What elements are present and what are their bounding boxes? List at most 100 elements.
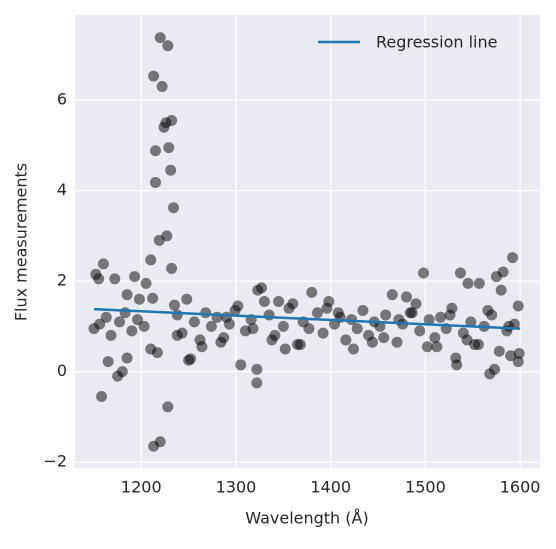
scatter-point [378,332,390,344]
scatter-point [235,359,247,371]
scatter-point [357,305,369,317]
scatter-point [273,295,285,307]
scatter-point [351,323,363,335]
scatter-point [188,316,200,328]
scatter-point [140,277,152,289]
scatter-point [133,293,145,305]
scatter-point [256,282,268,294]
scatter-point [161,230,173,242]
scatter-point [465,316,477,328]
scatter-point [431,341,443,353]
scatter-point [283,302,295,314]
legend-label: Regression line [376,33,497,52]
scatter-point [495,284,507,296]
scatter-point [149,176,161,188]
scatter-point [168,299,180,311]
scatter-point [102,356,114,368]
scatter-point [221,311,233,323]
scatter-point [450,352,462,364]
scatter-point [279,343,291,355]
scatter-point [154,32,166,44]
scatter-point [162,40,174,52]
scatter-point [462,277,474,289]
scatter-point [258,295,270,307]
scatter-point [454,267,466,279]
scatter-point [410,298,422,310]
scatter-point [505,350,517,362]
scatter-point [129,271,141,283]
scatter-point [215,336,227,348]
scatter-point [311,307,323,319]
scatter-point [386,289,398,301]
scatter-point [163,142,175,154]
scatter-point [196,341,208,353]
scatter-point [493,345,505,357]
scatter-point [435,311,447,323]
y-tick-label: −2 [43,452,67,471]
scatter-point [167,202,179,214]
scatter-point [156,81,168,93]
scatter-point [97,258,109,270]
scatter-point [96,390,108,402]
scatter-point [321,302,333,314]
scatter-point [507,252,519,264]
scatter-point [332,307,344,319]
scatter-point [147,292,159,304]
y-tick-label: 2 [57,271,67,290]
scatter-point [166,114,178,126]
scatter-point [512,356,524,368]
scatter-point [444,309,456,321]
scatter-point [461,334,473,346]
scatter-point [294,338,306,350]
scatter-point [200,307,212,319]
y-axis-label: Flux measurements [12,163,31,321]
y-tick-label: 6 [57,90,67,109]
scatter-point [185,353,197,365]
scatter-point [472,338,484,350]
scatter-point [132,314,144,326]
scatter-point [151,347,163,359]
scatter-point [121,352,133,364]
scatter-point [171,329,183,341]
scatter-point [109,273,121,285]
scatter-point [414,325,426,337]
scatter-point [247,323,259,335]
scatter-point [423,314,435,326]
scatter-point [166,262,178,274]
scatter-point [94,318,106,330]
x-axis-label: Wavelength (Å) [245,509,368,528]
scatter-point [404,307,416,319]
y-tick-label: 4 [57,180,67,199]
scatter-point [162,401,174,413]
scatter-point [145,254,157,266]
scatter-point [429,332,441,344]
scatter-point [205,320,217,332]
x-tick-label: 1600 [500,478,541,497]
scatter-point [105,329,117,341]
scatter-point [391,336,403,348]
scatter-point [100,311,112,323]
scatter-point [263,309,275,321]
y-tick-label: 0 [57,361,67,380]
scatter-point [149,145,161,157]
scatter-point [489,363,501,375]
scatter-point [400,291,412,303]
scatter-point [154,436,166,448]
scatter-point [303,323,315,335]
scatter-point [138,320,150,332]
scatter-point [148,70,160,82]
scatter-point [306,286,318,298]
scatter-point [116,366,128,378]
scatter-point [171,309,183,321]
x-tick-label: 1500 [405,478,446,497]
scatter-point [277,320,289,332]
scatter-point [473,277,485,289]
scatter-point [346,314,358,326]
x-tick-label: 1300 [216,478,257,497]
regression-line [93,307,521,330]
scatter-point [119,307,131,319]
scatter-point [126,325,138,337]
scatter-point [181,293,193,305]
scatter-point [251,377,263,389]
